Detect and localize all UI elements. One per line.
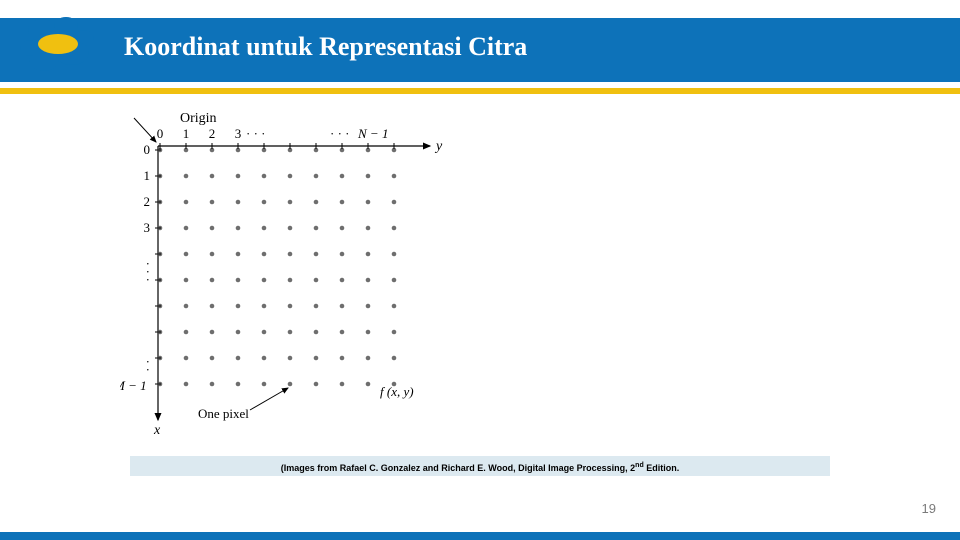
- image-caption: (Images from Rafael C. Gonzalez and Rich…: [130, 456, 830, 476]
- svg-text:· · ·: · · ·: [330, 126, 350, 141]
- svg-text:· · ·: · · ·: [246, 126, 266, 141]
- svg-text:x: x: [153, 423, 161, 438]
- svg-text:2: 2: [209, 126, 216, 141]
- svg-text:·: ·: [146, 272, 150, 287]
- svg-text:f (x, y): f (x, y): [380, 384, 414, 399]
- brand-logo: [12, 8, 104, 82]
- svg-text:One pixel: One pixel: [198, 406, 249, 421]
- svg-text:·: ·: [146, 362, 150, 377]
- svg-text:M − 1: M − 1: [120, 378, 147, 393]
- coordinate-diagram: Origin y N − 1 · · · · · · M − 1 x 0123 …: [120, 108, 460, 438]
- svg-text:1: 1: [183, 126, 190, 141]
- svg-text:N − 1: N − 1: [357, 126, 388, 141]
- page-number: 19: [922, 501, 936, 516]
- svg-text:1: 1: [144, 168, 151, 183]
- footer-band: [0, 532, 960, 540]
- slide-title: Koordinat untuk Representasi Citra: [124, 32, 527, 62]
- caption-suffix: Edition.: [644, 463, 680, 473]
- svg-text:Origin: Origin: [180, 111, 217, 126]
- svg-text:2: 2: [144, 194, 151, 209]
- svg-text:0: 0: [144, 142, 151, 157]
- svg-text:0: 0: [157, 126, 164, 141]
- caption-prefix: (Images from Rafael C. Gonzalez and Rich…: [281, 463, 635, 473]
- caption-sup: nd: [635, 462, 644, 469]
- accent-line: [0, 88, 960, 94]
- svg-text:3: 3: [144, 220, 151, 235]
- svg-text:y: y: [434, 139, 443, 154]
- svg-text:3: 3: [235, 126, 242, 141]
